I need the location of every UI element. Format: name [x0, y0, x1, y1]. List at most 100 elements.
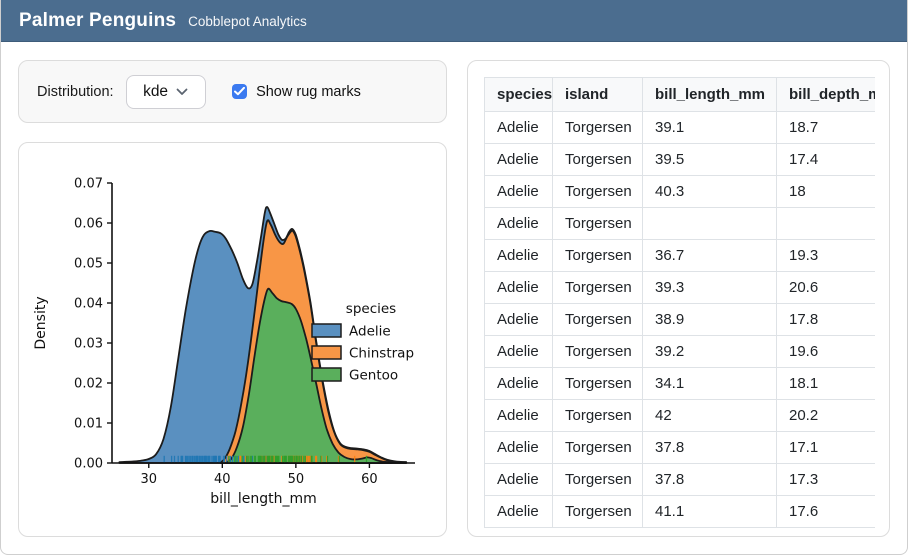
rug-checkbox[interactable] — [231, 83, 248, 100]
table-row: Adelie Torgersen 40.3 18 — [484, 175, 875, 208]
legend-swatch-Gentoo — [311, 367, 342, 382]
x-axis-label: bill_length_mm — [210, 491, 316, 507]
table-cell: 39.5 — [642, 143, 777, 176]
y-axis-label: Density — [33, 296, 49, 349]
table-cell: 17.8 — [776, 303, 875, 336]
rug-marks — [163, 455, 368, 463]
table-cell: Adelie — [484, 431, 553, 464]
legend-title: species — [346, 301, 396, 317]
table-cell: 42 — [642, 399, 777, 432]
table-row: Adelie Torgersen 37.8 17.1 — [484, 431, 875, 464]
table-cell: Adelie — [484, 303, 553, 336]
table-cell: Torgersen — [552, 399, 643, 432]
table-cell — [642, 207, 777, 240]
table-row: Adelie Torgersen 41.1 17.6 — [484, 495, 875, 528]
table-cell: Adelie — [484, 239, 553, 272]
column-header-island: island — [552, 77, 643, 112]
table-row: Adelie Torgersen 42 20.2 — [484, 399, 875, 432]
svg-text:0.00: 0.00 — [74, 457, 103, 472]
table-row: Adelie Torgersen 37.8 17.3 — [484, 463, 875, 496]
table-cell: Torgersen — [552, 239, 643, 272]
axes: 30 40 50 60 0.00 0.01 0.02 0.03 0.04 0.05 0.06 0.07… — [33, 177, 415, 507]
rug-checkbox-group[interactable]: Show rug marks — [231, 83, 361, 100]
table-cell: 34.1 — [642, 367, 777, 400]
kde-plot: 30 40 50 60 0.00 0.01 0.02 0.03 0.04 0.05 0.06 0.07… — [33, 177, 415, 507]
legend-swatch-Adelie — [311, 323, 342, 338]
distribution-select[interactable]: kde — [125, 74, 206, 109]
table-cell: 20.6 — [776, 271, 875, 304]
distribution-label: Distribution: — [37, 83, 114, 100]
kde-plot-card: 30 40 50 60 0.00 0.01 0.02 0.03 0.04 0.05 0.06 0.07… — [18, 142, 447, 537]
table-cell: Adelie — [484, 207, 553, 240]
table-cell: Torgersen — [552, 431, 643, 464]
table-cell: Torgersen — [552, 271, 643, 304]
table-cell: Torgersen — [552, 495, 643, 528]
controls-card: Distribution: kde Show rug marks — [18, 60, 447, 123]
app-subtitle: Cobblepot Analytics — [188, 14, 307, 29]
table-cell: Torgersen — [552, 111, 643, 144]
table-cell: 39.1 — [642, 111, 777, 144]
legend-label-Adelie: Adelie — [349, 324, 391, 340]
svg-text:40: 40 — [214, 472, 231, 487]
table-cell: Adelie — [484, 367, 553, 400]
rug-checkbox-label: Show rug marks — [256, 83, 361, 100]
table-cell: 38.9 — [642, 303, 777, 336]
table-cell: 19.3 — [776, 239, 875, 272]
table-cell: Adelie — [484, 175, 553, 208]
table-cell: Adelie — [484, 111, 553, 144]
table-cell: Adelie — [484, 335, 553, 368]
table-cell: 17.3 — [776, 463, 875, 496]
svg-text:0.04: 0.04 — [74, 297, 103, 312]
table-cell: Torgersen — [552, 143, 643, 176]
table-cell: Torgersen — [552, 175, 643, 208]
legend-label-Gentoo: Gentoo — [349, 368, 398, 384]
table-row: Adelie Torgersen 39.5 17.4 — [484, 143, 875, 176]
penguins-table: speciesislandbill_length_mmbill_depth_mm… — [484, 77, 875, 528]
svg-text:0.02: 0.02 — [74, 377, 103, 392]
kde-areas — [118, 206, 408, 464]
table-cell: 17.4 — [776, 143, 875, 176]
navbar: Palmer Penguins Cobblepot Analytics — [1, 0, 907, 42]
table-cell: Adelie — [484, 399, 553, 432]
table-cell: 19.6 — [776, 335, 875, 368]
table-cell: 39.3 — [642, 271, 777, 304]
table-cell: Adelie — [484, 463, 553, 496]
table-row: Adelie Torgersen — [484, 207, 875, 240]
table-row: Adelie Torgersen 34.1 18.1 — [484, 367, 875, 400]
table-cell: 18 — [776, 175, 875, 208]
table-cell: 40.3 — [642, 175, 777, 208]
table-cell: Torgersen — [552, 367, 643, 400]
table-cell: Adelie — [484, 495, 553, 528]
data-table-card: speciesislandbill_length_mmbill_depth_mm… — [467, 60, 890, 537]
table-cell: 39.2 — [642, 335, 777, 368]
check-icon — [233, 87, 245, 96]
distribution-selected-value: kde — [143, 82, 169, 100]
table-row: Adelie Torgersen 39.3 20.6 — [484, 271, 875, 304]
legend: species Adelie Chinstrap Gentoo — [311, 301, 414, 384]
svg-text:0.06: 0.06 — [74, 217, 103, 232]
legend-swatch-Chinstrap — [311, 345, 342, 360]
legend-label-Chinstrap: Chinstrap — [349, 346, 414, 362]
table-cell: 17.1 — [776, 431, 875, 464]
table-row: Adelie Torgersen 39.1 18.7 — [484, 111, 875, 144]
table-cell: 37.8 — [642, 431, 777, 464]
table-cell: Adelie — [484, 143, 553, 176]
table-row: Adelie Torgersen 36.7 19.3 — [484, 239, 875, 272]
table-cell: 20.2 — [776, 399, 875, 432]
data-table-viewport[interactable]: speciesislandbill_length_mmbill_depth_mm… — [484, 77, 875, 530]
svg-text:0.01: 0.01 — [74, 417, 103, 432]
svg-text:0.03: 0.03 — [74, 337, 103, 352]
svg-text:60: 60 — [361, 472, 378, 487]
main-content: Distribution: kde Show rug marks 30 40 50 6… — [1, 42, 907, 554]
svg-text:50: 50 — [288, 472, 305, 487]
table-cell: Torgersen — [552, 303, 643, 336]
column-header-bill_depth_mm: bill_depth_mm — [776, 77, 875, 112]
svg-text:0.05: 0.05 — [74, 257, 103, 272]
table-row: Adelie Torgersen 38.9 17.8 — [484, 303, 875, 336]
table-cell: Torgersen — [552, 335, 643, 368]
app-title: Palmer Penguins — [19, 9, 177, 31]
table-cell: 41.1 — [642, 495, 777, 528]
table-cell: Adelie — [484, 271, 553, 304]
